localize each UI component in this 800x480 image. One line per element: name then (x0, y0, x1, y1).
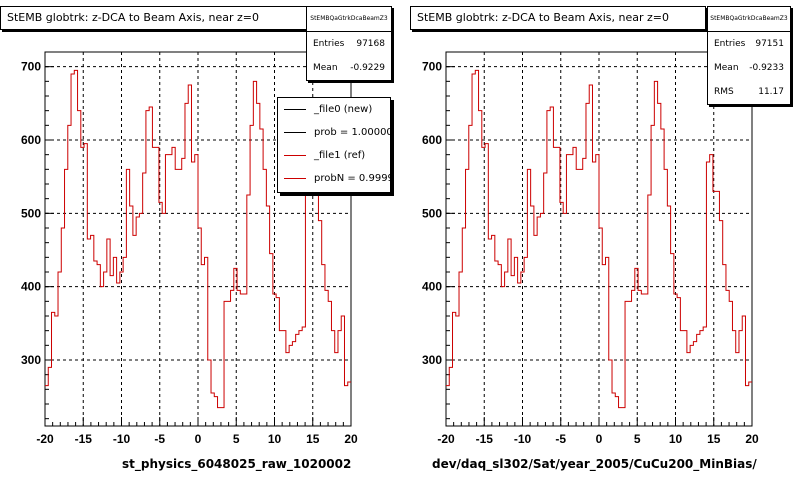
left-x-tick-label: 10 (268, 432, 282, 446)
right-chart: -20 -15 -10 -5 0 5 10 15 20 300 400 500 600 700 (422, 51, 759, 446)
legend-swatch-prob (284, 132, 306, 133)
legend-swatch-file0 (284, 109, 306, 110)
left-y-tick-label: 700 (21, 60, 41, 74)
right-histogram-series-0 (446, 69, 752, 409)
left-histogram-series-0 (45, 69, 351, 409)
right-x-tick-label: 0 (596, 432, 603, 446)
left-x-tick-label: -20 (36, 432, 54, 446)
left-stats-row-mean: Mean -0.9229 (307, 56, 391, 80)
left-chart-title: StEMB globtrk: z-DCA to Beam Axis, near … (0, 6, 308, 30)
right-x-tick-label: 5 (634, 432, 641, 446)
left-y-tick-label: 300 (21, 353, 41, 367)
right-stats-row-mean: Mean -0.9233 (708, 56, 790, 80)
legend-entry-file0: _file0 (new) (278, 98, 390, 121)
right-y-tick-label: 600 (422, 133, 442, 147)
right-stats-rms-label: RMS (714, 87, 734, 97)
left-stats-row-entries: Entries 97168 (307, 32, 391, 56)
left-y-tick-label: 400 (21, 280, 41, 294)
left-x-tick-label: -10 (113, 432, 131, 446)
left-x-tick-label: 0 (195, 432, 202, 446)
right-x-tick-label: -15 (476, 432, 494, 446)
right-x-tick-label: -5 (555, 432, 566, 446)
right-stats-name: StEMBQaGtrkDcaBeamZ3 (708, 7, 790, 32)
right-y-tick-label: 400 (422, 280, 442, 294)
left-x-tick-label: -5 (154, 432, 165, 446)
left-y-tick-label: 500 (21, 206, 41, 220)
left-chart: -20 -15 -10 -5 0 5 10 15 20 300 400 500 600 700 (21, 51, 358, 446)
right-y-tick-label: 300 (422, 353, 442, 367)
right-stats-row-entries: Entries 97151 (708, 32, 790, 56)
left-x-tick-label: 15 (306, 432, 320, 446)
legend-label-file0: _file0 (new) (314, 104, 373, 115)
right-stats-entries-value: 97151 (755, 39, 784, 49)
left-stats-entries-label: Entries (313, 39, 345, 49)
legend-label-prob: prob = 1.000000 (314, 127, 391, 138)
legend-label-probn: probN = 0.999966 (314, 173, 390, 184)
left-x-tick-label: -15 (75, 432, 93, 446)
right-x-tick-label: 20 (745, 432, 759, 446)
right-stats-entries-label: Entries (714, 39, 746, 49)
left-stats-mean-label: Mean (313, 63, 338, 73)
left-stats-mean-value: -0.9229 (350, 63, 385, 73)
right-x-tick-label: 10 (669, 432, 683, 446)
right-stats-mean-label: Mean (714, 63, 739, 73)
right-x-tick-label: 15 (707, 432, 721, 446)
right-x-axis-title: dev/daq_sl302/Sat/year_2005/CuCu200_MinB… (432, 457, 757, 471)
legend-entry-file1: _file1 (ref) (278, 144, 390, 167)
left-x-tick-label: 20 (344, 432, 358, 446)
right-stats-rms-value: 11.17 (758, 87, 784, 97)
right-stats-row-rms: RMS 11.17 (708, 80, 790, 104)
legend-entry-probn: probN = 0.999966 (278, 167, 390, 190)
left-legend: _file0 (new) prob = 1.000000 _file1 (ref… (277, 97, 391, 193)
right-y-tick-label: 500 (422, 206, 442, 220)
left-x-tick-label: 5 (233, 432, 240, 446)
legend-label-file1: _file1 (ref) (314, 150, 366, 161)
left-y-tick-label: 600 (21, 133, 41, 147)
left-x-axis-title: st_physics_6048025_raw_1020002 (122, 457, 352, 471)
legend-entry-prob: prob = 1.000000 (278, 121, 390, 144)
left-stats-box: StEMBQaGtrkDcaBeamZ3 Entries 97168 Mean … (306, 6, 392, 81)
legend-swatch-probn (284, 178, 306, 179)
left-stats-entries-value: 97168 (356, 39, 385, 49)
right-x-tick-label: -20 (437, 432, 455, 446)
right-stats-box: StEMBQaGtrkDcaBeamZ3 Entries 97151 Mean … (707, 6, 791, 105)
right-y-tick-label: 700 (422, 60, 442, 74)
right-chart-title: StEMB globtrk: z-DCA to Beam Axis, near … (410, 6, 706, 30)
left-stats-name: StEMBQaGtrkDcaBeamZ3 (307, 7, 391, 32)
right-stats-mean-value: -0.9233 (749, 63, 784, 73)
right-x-tick-label: -10 (514, 432, 532, 446)
legend-swatch-file1 (284, 155, 306, 156)
